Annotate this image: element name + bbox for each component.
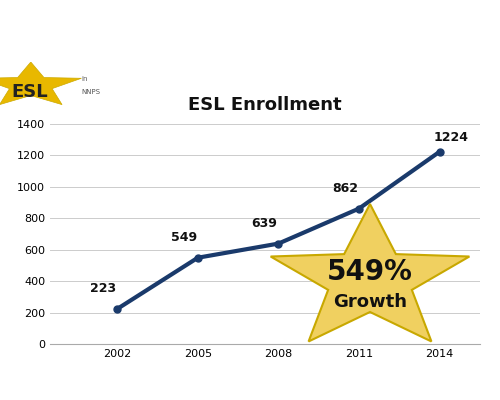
Text: Student Overview: Student Overview: [124, 15, 376, 39]
Text: Growth: Growth: [333, 294, 407, 311]
Text: 862: 862: [332, 182, 358, 195]
Text: in: in: [81, 76, 87, 82]
Text: 639: 639: [252, 217, 278, 230]
Title: ESL Enrollment: ESL Enrollment: [188, 96, 342, 114]
Text: 549%: 549%: [327, 258, 413, 286]
Text: 223: 223: [90, 282, 117, 295]
Text: NNPS: NNPS: [81, 89, 100, 95]
Text: ESL: ESL: [11, 83, 48, 101]
Polygon shape: [270, 204, 469, 342]
Text: 549: 549: [171, 231, 197, 244]
Text: 1224: 1224: [434, 130, 468, 144]
Polygon shape: [0, 62, 82, 105]
